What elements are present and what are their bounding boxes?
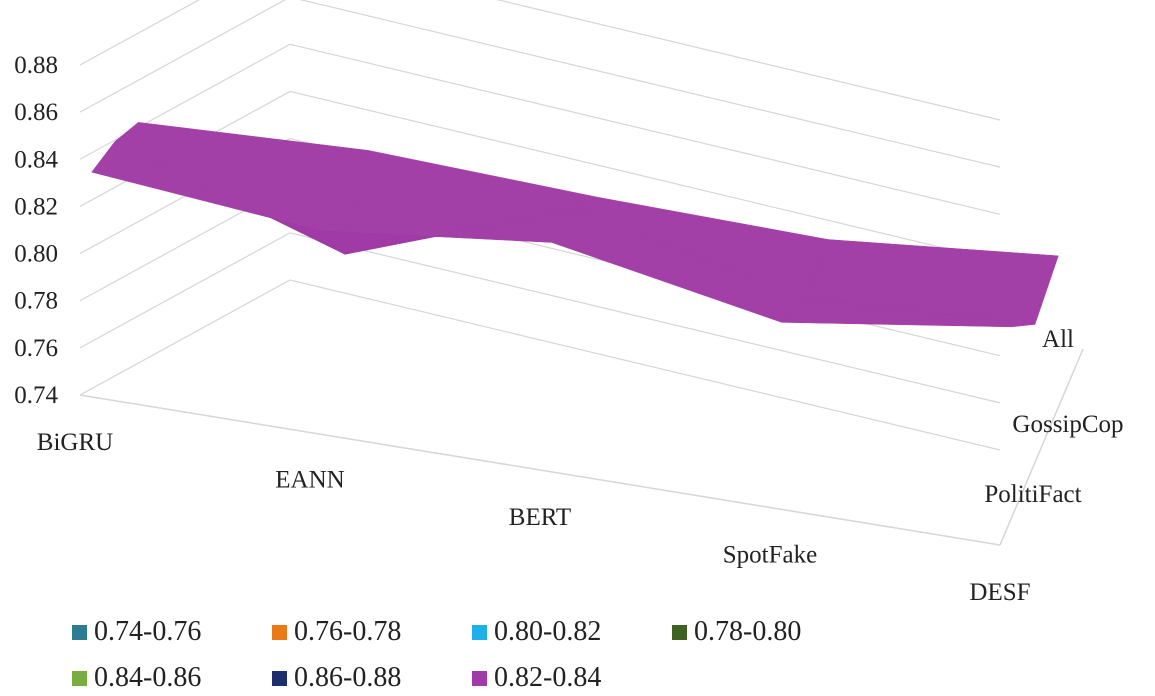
gridline <box>79 279 1001 451</box>
legend-swatch <box>272 670 287 686</box>
legend-swatch <box>72 670 87 686</box>
z-tick-label: 0.80 <box>14 241 58 268</box>
floor-front-edge <box>79 394 1001 546</box>
legend-swatch <box>472 670 487 686</box>
surface <box>91 122 1059 328</box>
legend-label: 0.80-0.82 <box>494 616 602 647</box>
legend-swatch <box>472 624 487 640</box>
gridline <box>79 232 1001 404</box>
gridline <box>79 0 1001 121</box>
category-label: SpotFake <box>723 542 817 569</box>
legend-label: 0.78-0.80 <box>694 616 802 647</box>
category-label: BERT <box>509 504 571 531</box>
legend-item: 0.80-0.82 <box>472 614 601 650</box>
z-tick-label: 0.86 <box>14 99 58 126</box>
tick-labels: 0.74 0.76 0.78 0.80 0.82 0.84 0.86 0.88 BiGRU EAN… <box>14 52 1123 606</box>
legend-label: 0.84-0.86 <box>94 662 202 693</box>
z-tick-label: 0.84 <box>14 146 58 173</box>
depth-label: All <box>1042 326 1074 353</box>
legend-swatch <box>672 624 687 640</box>
legend-swatch <box>272 624 287 640</box>
legend-swatch <box>72 624 87 640</box>
category-label: DESF <box>969 579 1030 606</box>
floor-right-edge <box>999 348 1084 546</box>
axes <box>79 348 1084 546</box>
legend-label: 0.74-0.76 <box>94 616 202 647</box>
legend-label: 0.82-0.84 <box>494 662 602 693</box>
legend-item: 0.74-0.76 <box>72 614 201 650</box>
z-tick-label: 0.76 <box>14 335 58 362</box>
legend-item: 0.82-0.84 <box>472 660 601 696</box>
z-tick-label: 0.74 <box>14 382 58 409</box>
legend-item: 0.78-0.80 <box>672 614 801 650</box>
category-label: EANN <box>275 467 344 494</box>
legend-item: 0.76-0.78 <box>272 614 401 650</box>
legend-item: 0.84-0.86 <box>72 660 201 696</box>
surface-patch <box>781 298 1036 328</box>
depth-label: PolitiFact <box>984 481 1081 508</box>
gridline <box>79 0 1001 168</box>
legend-label: 0.76-0.78 <box>294 616 402 647</box>
z-tick-label: 0.78 <box>14 288 58 315</box>
gridline <box>79 43 1001 215</box>
z-tick-label: 0.88 <box>14 52 58 79</box>
legend-item: 0.86-0.88 <box>272 660 401 696</box>
z-tick-label: 0.82 <box>14 193 58 220</box>
depth-label: GossipCop <box>1012 411 1123 438</box>
legend-label: 0.86-0.88 <box>294 662 402 693</box>
category-label: BiGRU <box>37 429 113 456</box>
